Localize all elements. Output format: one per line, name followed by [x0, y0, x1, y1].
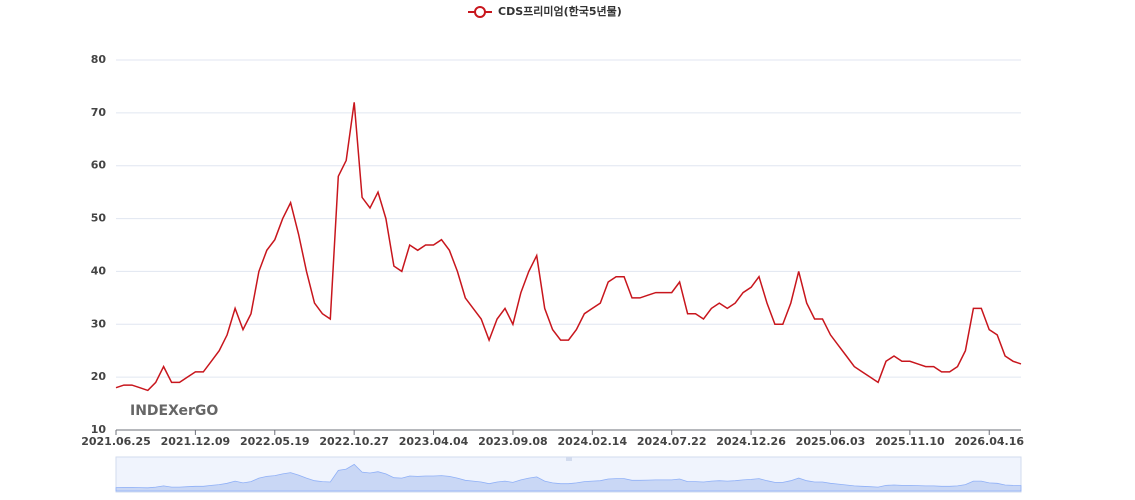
y-tick-label: 70 [91, 106, 107, 119]
y-tick-label: 30 [91, 317, 107, 330]
y-tick-label: 60 [91, 159, 107, 172]
watermark: INDEXerGO [130, 403, 218, 419]
x-tick-label: 2024.07.22 [637, 435, 707, 448]
series-line [115, 102, 1022, 392]
y-tick-label: 50 [91, 212, 107, 225]
x-tick-label: 2022.10.27 [319, 435, 389, 448]
x-tick-label: 2024.12.26 [716, 435, 786, 448]
y-tick-label: 40 [91, 264, 107, 277]
y-tick-label: 80 [91, 53, 107, 66]
x-tick-label: 2021.12.09 [161, 435, 231, 448]
x-tick-label: 2023.09.08 [478, 435, 548, 448]
x-tick-label: 2025.11.10 [875, 435, 945, 448]
x-tick-label: 2023.04.04 [399, 435, 469, 448]
legend-label: CDS프리미엄(한국5년물) [498, 4, 622, 18]
x-tick-label: 2022.05.19 [240, 435, 310, 448]
x-tick-label: 2021.06.25 [81, 435, 151, 448]
x-tick-label: 2026.04.16 [954, 435, 1024, 448]
y-tick-label: 10 [91, 423, 107, 436]
x-tick-label: 2024.02.14 [558, 435, 628, 448]
legend-marker [474, 6, 486, 18]
zoom-preview [115, 463, 1022, 492]
zoom-handle[interactable] [566, 457, 572, 461]
x-tick-label: 2025.06.03 [796, 435, 866, 448]
y-tick-label: 20 [91, 370, 107, 383]
